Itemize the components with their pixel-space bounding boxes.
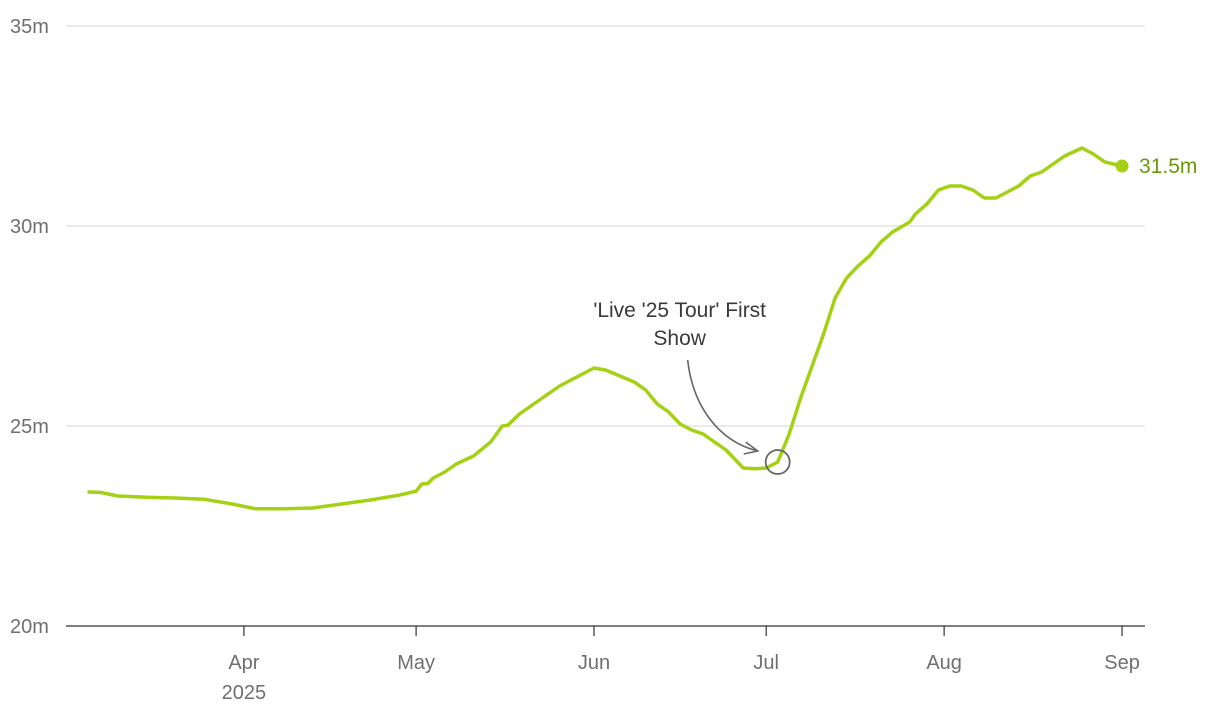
y-tick-label: 30m bbox=[10, 216, 49, 238]
x-tick-label: Aug bbox=[926, 652, 962, 674]
x-axis: Apr 2025 May Jun Jul Aug Sep bbox=[66, 625, 1145, 704]
end-point-marker bbox=[1115, 159, 1129, 173]
x-tick-label: Jun bbox=[578, 652, 610, 674]
gridlines bbox=[66, 25, 1145, 427]
annotations-layer: 'Live '25 Tour' First Show bbox=[593, 299, 791, 475]
annotation-text-line: Show bbox=[653, 327, 706, 350]
end-value-label: 31.5m bbox=[1139, 155, 1197, 178]
annotation-circle bbox=[764, 449, 791, 475]
x-tick-label: May bbox=[397, 652, 435, 674]
annotation-arrow bbox=[686, 359, 758, 452]
y-tick-label: 20m bbox=[10, 616, 49, 638]
x-tick-label: Apr bbox=[228, 652, 259, 674]
y-axis: 20m 25m 30m 35m bbox=[10, 16, 49, 638]
x-tick-label: Sep bbox=[1104, 652, 1140, 674]
x-tick-label: Jul bbox=[753, 652, 779, 674]
series-line bbox=[87, 146, 1124, 511]
annotation-arrowhead bbox=[743, 441, 760, 455]
series-layer: 31.5m bbox=[87, 146, 1197, 511]
annotation-text-line: 'Live '25 Tour' First bbox=[593, 299, 766, 322]
x-tick-sublabel: 2025 bbox=[222, 682, 267, 704]
y-tick-label: 35m bbox=[10, 16, 49, 38]
y-tick-label: 25m bbox=[10, 416, 49, 438]
